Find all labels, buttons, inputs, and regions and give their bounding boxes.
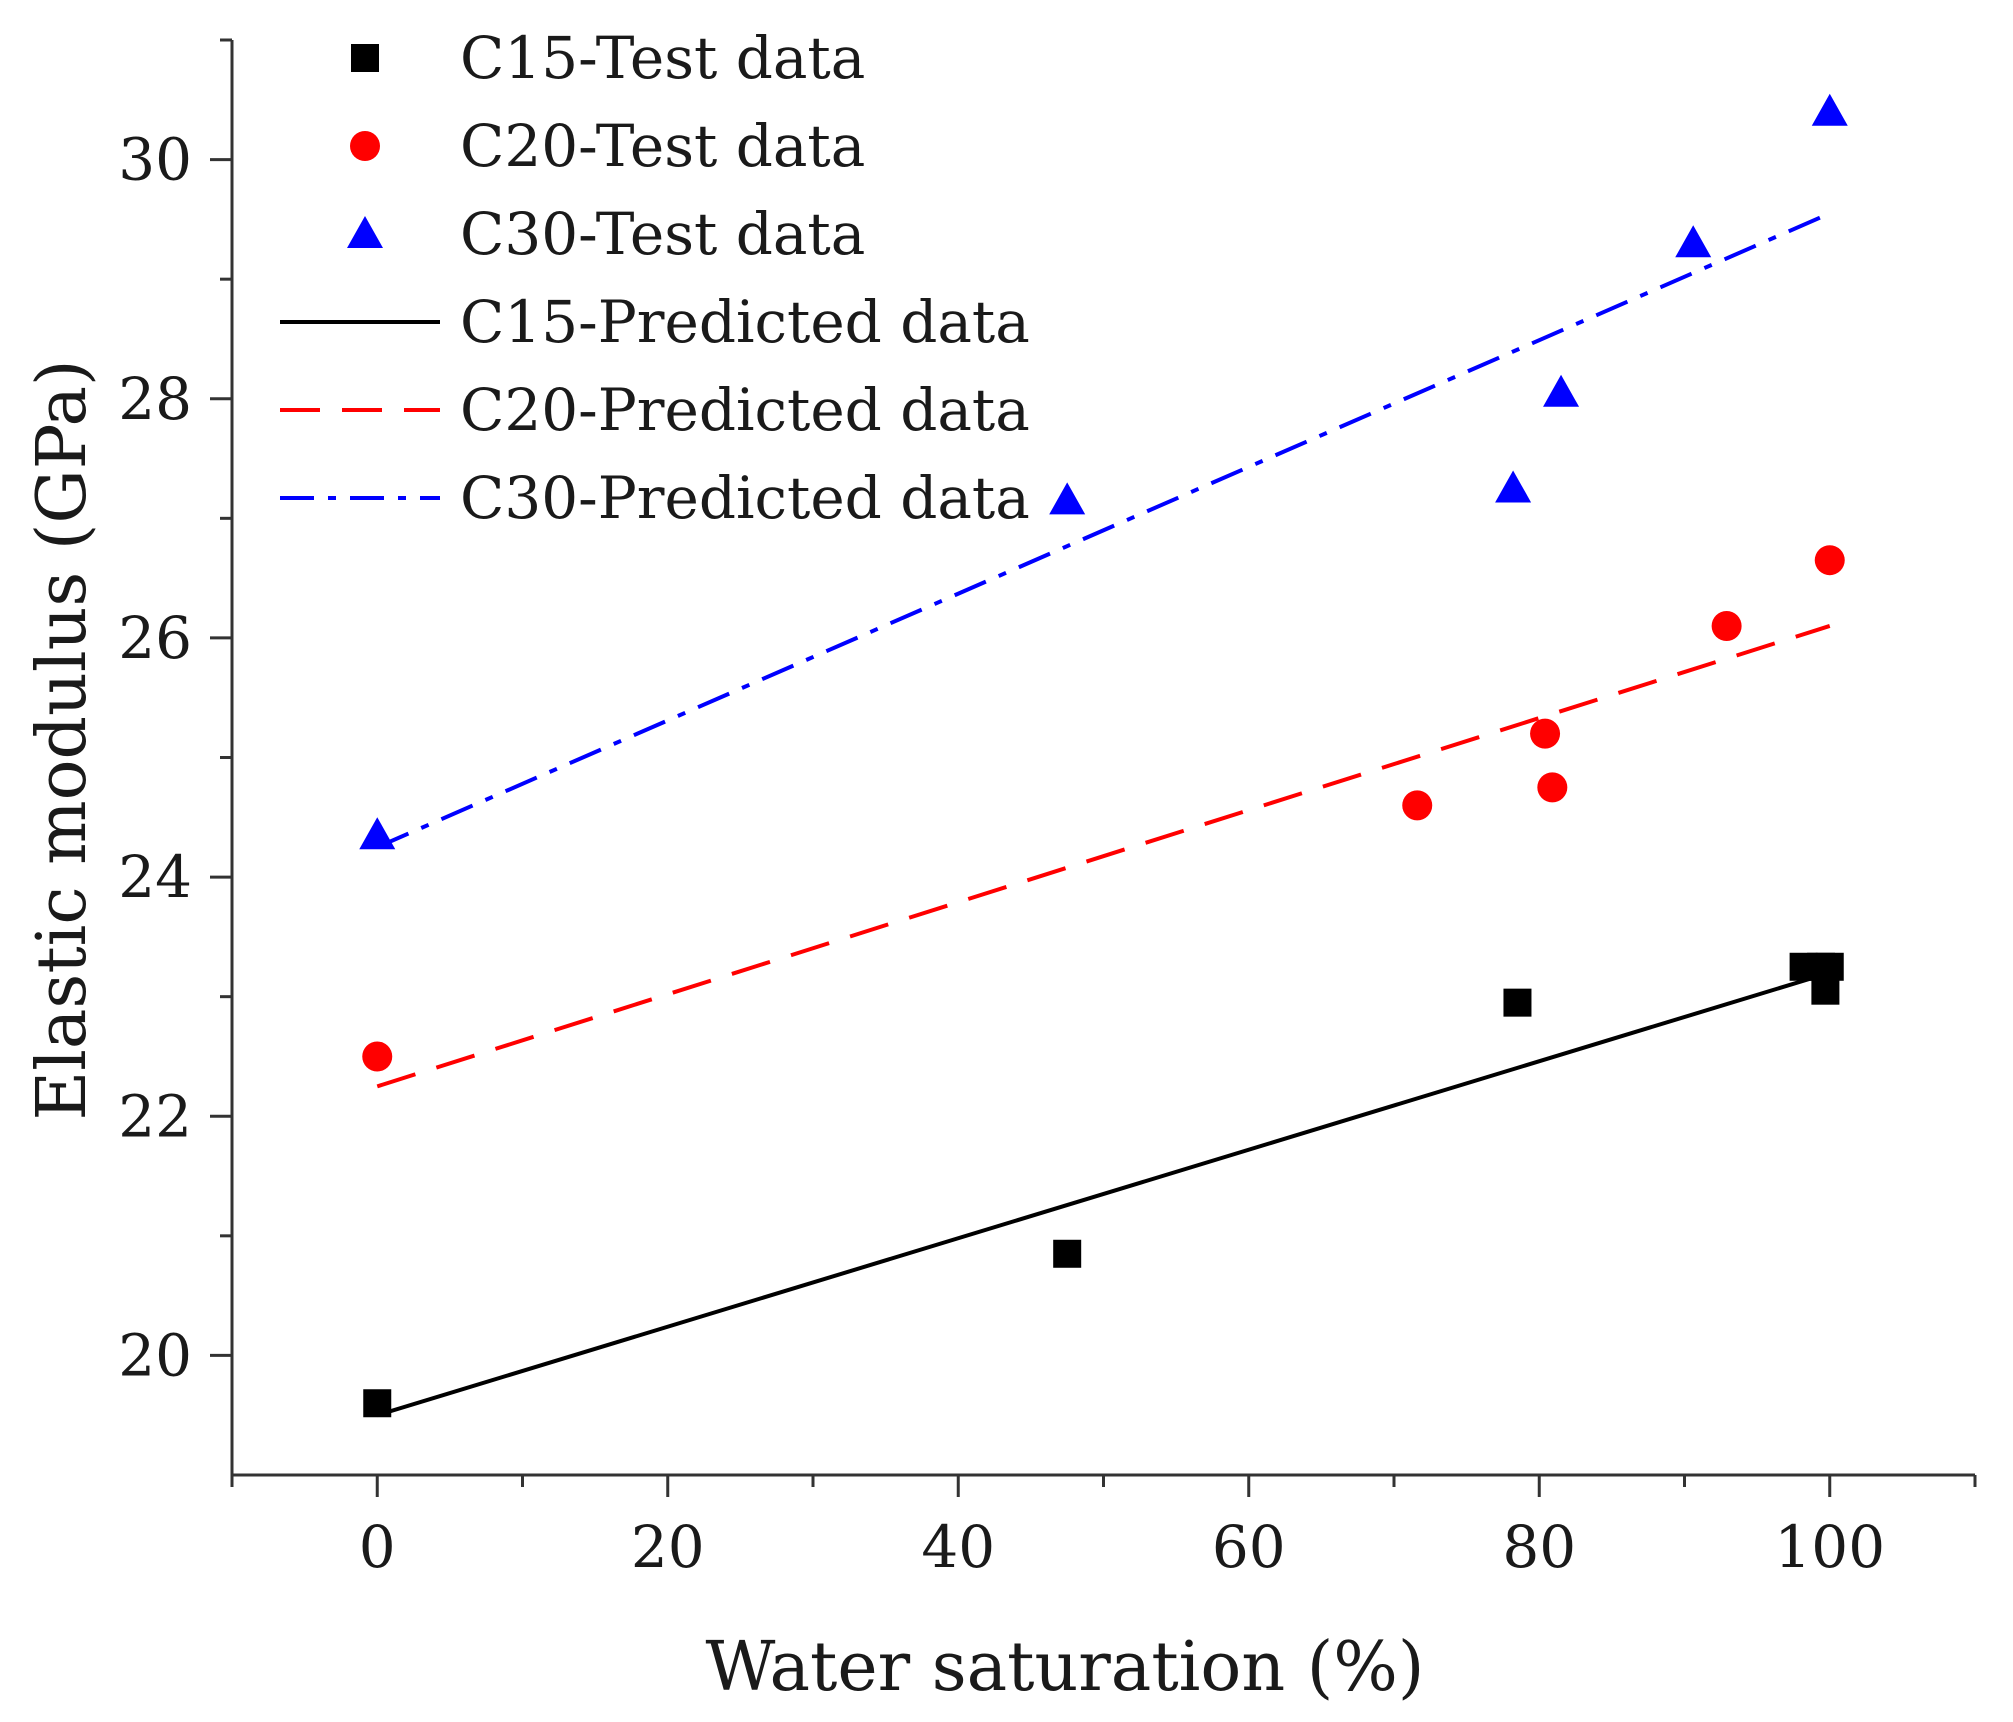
predicted-line-c30 [376,211,1831,850]
x-tick-label: 60 [1212,1513,1286,1581]
data-point-c20 [1814,545,1845,576]
data-point-c30 [1811,93,1848,126]
x-tick-label: 100 [1774,1513,1885,1581]
x-tick-label: 40 [921,1513,995,1581]
data-point-c20 [1530,718,1561,749]
data-point-c15 [363,1389,392,1418]
data-point-c15 [1053,1239,1082,1268]
y-tick-label: 28 [118,365,192,433]
legend: C15-Test data C20-Test data C30-Test data C… [280,24,1030,532]
x-axis-title: Water saturation (%) [706,1628,1425,1707]
data-point-c15 [1811,976,1840,1005]
y-axis-title: Elastic modulus (GPa) [23,359,102,1120]
predicted-line-c20 [376,624,1831,1089]
test-data-points [359,93,1848,1418]
legend-label-c20-test-data: C20-Test data [460,112,865,180]
x-tick-label: 0 [359,1513,396,1581]
data-point-c15 [1815,952,1844,981]
data-point-c30 [1675,225,1712,258]
data-point-c30 [359,817,396,850]
x-tick-label: 20 [631,1513,705,1581]
predicted-line-c15 [376,970,1831,1418]
axis-titles: Water saturation (%) Elastic modulus (GP… [23,359,1424,1707]
y-tick-label: 30 [118,126,192,194]
data-point-c30 [1495,470,1532,503]
data-point-c20 [1711,610,1742,641]
legend-marker-c20-test-data [350,131,380,161]
legend-marker-c30-test-data [347,216,383,248]
legend-marker-c15-test-data [351,44,379,72]
data-point-c15 [1503,988,1532,1017]
predicted-lines [376,211,1831,1418]
x-tick-label: 80 [1502,1513,1576,1581]
axes: 0 20 40 60 80 100 20 22 24 26 28 30 [118,38,1977,1581]
y-tick-label: 20 [118,1321,192,1389]
data-point-c20 [1537,772,1568,803]
y-tick-label: 22 [118,1082,192,1150]
data-point-c30 [1049,482,1086,515]
data-point-c20 [362,1041,393,1072]
legend-label-c15-test-data: C15-Test data [460,24,865,92]
y-tick-label: 24 [118,843,192,911]
legend-label-c15-predicted-data: C15-Predicted data [460,288,1030,356]
legend-label-c20-predicted-data: C20-Predicted data [460,376,1030,444]
legend-label-c30-test-data: C30-Test data [460,200,865,268]
legend-label-c30-predicted-data: C30-Predicted data [460,464,1030,532]
data-point-c30 [1543,374,1580,407]
y-tick-label: 26 [118,604,192,672]
data-point-c20 [1402,790,1433,821]
